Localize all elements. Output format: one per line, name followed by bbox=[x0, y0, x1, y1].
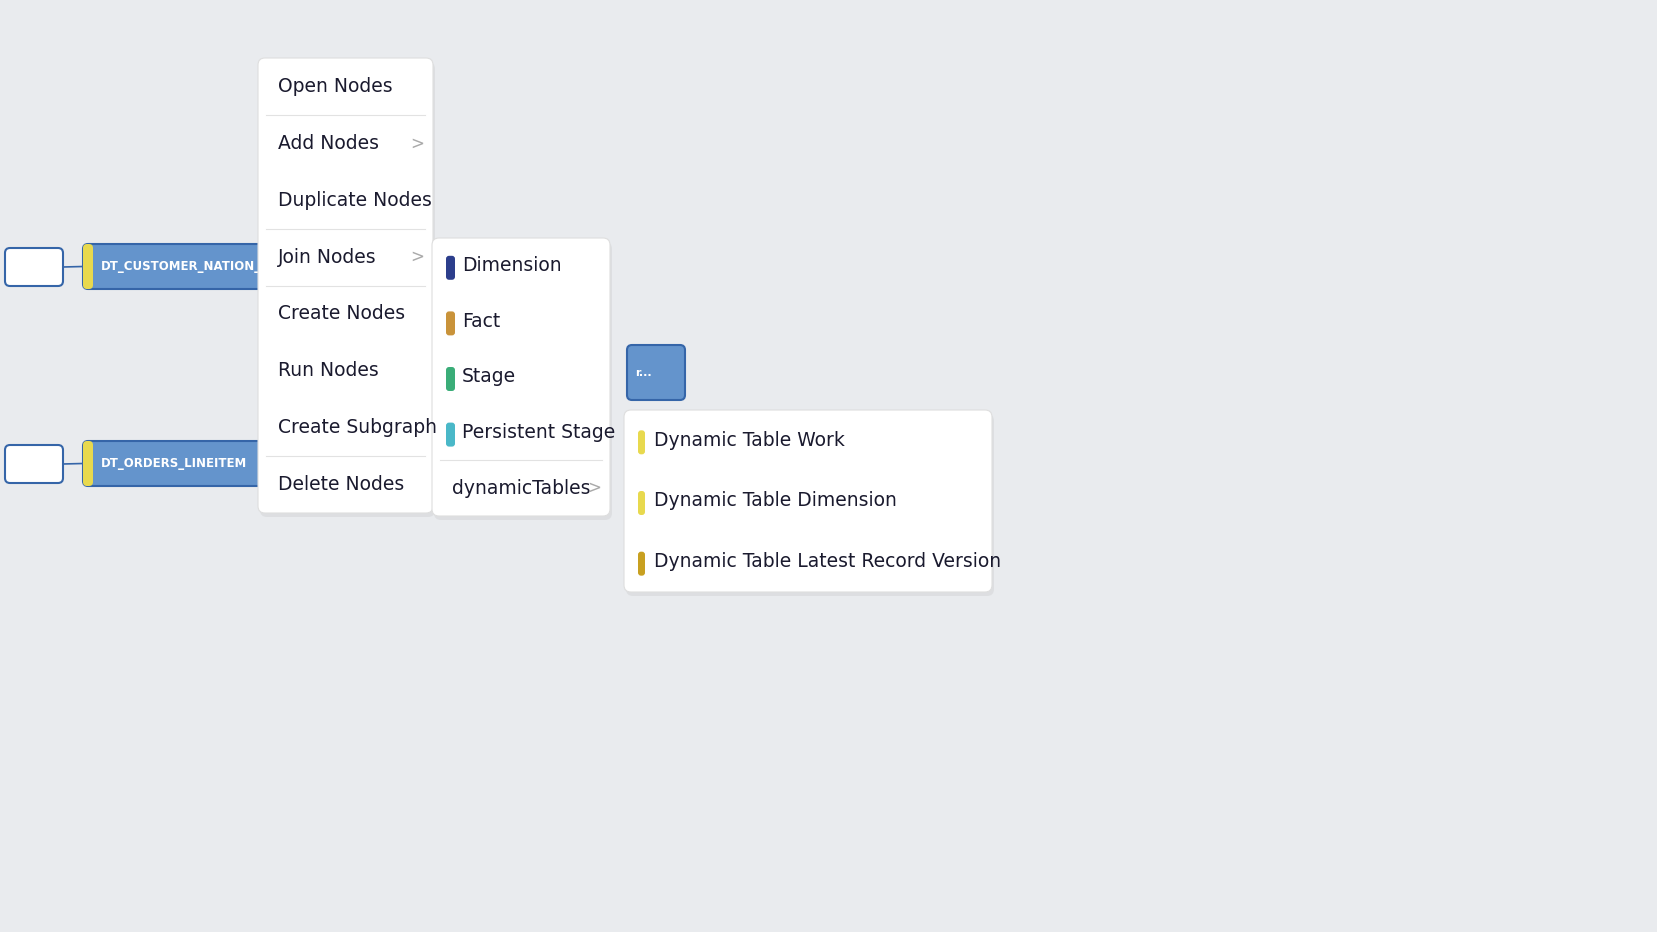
FancyBboxPatch shape bbox=[626, 414, 994, 596]
Text: Fact: Fact bbox=[462, 312, 500, 331]
Text: >: > bbox=[409, 248, 424, 266]
Text: Open Nodes: Open Nodes bbox=[278, 77, 393, 96]
Text: >: > bbox=[587, 479, 600, 497]
FancyBboxPatch shape bbox=[258, 58, 432, 513]
Text: Dynamic Table Dimension: Dynamic Table Dimension bbox=[653, 491, 896, 511]
FancyBboxPatch shape bbox=[446, 255, 454, 280]
Text: DT_ORDERS_LINEITEM: DT_ORDERS_LINEITEM bbox=[101, 457, 247, 470]
Text: Add Nodes: Add Nodes bbox=[278, 134, 379, 153]
FancyBboxPatch shape bbox=[638, 431, 645, 454]
Text: dynamicTables: dynamicTables bbox=[452, 479, 590, 498]
FancyBboxPatch shape bbox=[623, 410, 991, 592]
FancyBboxPatch shape bbox=[638, 552, 645, 576]
FancyBboxPatch shape bbox=[83, 441, 275, 486]
Text: >: > bbox=[409, 134, 424, 152]
Text: Dynamic Table Latest Record Version: Dynamic Table Latest Record Version bbox=[653, 552, 1001, 571]
Text: Delete Nodes: Delete Nodes bbox=[278, 475, 404, 494]
FancyBboxPatch shape bbox=[5, 248, 63, 286]
Text: Join Nodes: Join Nodes bbox=[278, 248, 376, 267]
FancyBboxPatch shape bbox=[83, 244, 275, 289]
Text: r...: r... bbox=[635, 367, 651, 377]
FancyBboxPatch shape bbox=[260, 62, 434, 517]
FancyBboxPatch shape bbox=[446, 311, 454, 336]
FancyBboxPatch shape bbox=[638, 491, 645, 515]
FancyBboxPatch shape bbox=[446, 367, 454, 391]
Text: Create Subgraph: Create Subgraph bbox=[278, 418, 437, 437]
Text: Stage: Stage bbox=[462, 367, 515, 387]
Text: Create Nodes: Create Nodes bbox=[278, 305, 404, 323]
Text: Duplicate Nodes: Duplicate Nodes bbox=[278, 191, 431, 210]
Text: Run Nodes: Run Nodes bbox=[278, 362, 378, 380]
FancyBboxPatch shape bbox=[432, 238, 610, 516]
FancyBboxPatch shape bbox=[83, 441, 93, 486]
FancyBboxPatch shape bbox=[434, 242, 611, 520]
Text: Dynamic Table Work: Dynamic Table Work bbox=[653, 431, 845, 450]
FancyBboxPatch shape bbox=[5, 445, 63, 483]
Text: Dimension: Dimension bbox=[462, 256, 562, 275]
FancyBboxPatch shape bbox=[446, 422, 454, 446]
Text: Persistent Stage: Persistent Stage bbox=[462, 423, 615, 442]
FancyBboxPatch shape bbox=[626, 345, 684, 400]
Text: DT_CUSTOMER_NATION_: DT_CUSTOMER_NATION_ bbox=[101, 260, 260, 273]
FancyBboxPatch shape bbox=[83, 244, 93, 289]
